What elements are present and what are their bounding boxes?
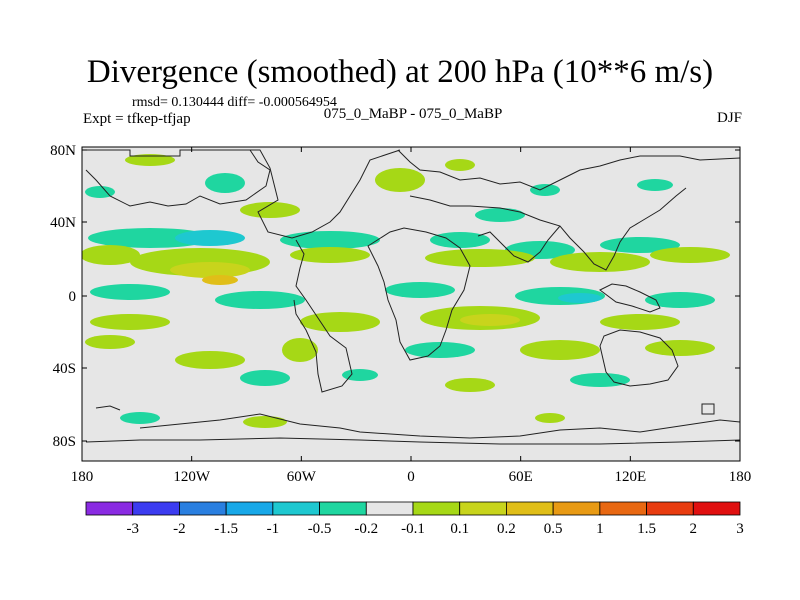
stats-text: rmsd= 0.130444 diff= -0.000564954 [132,95,337,110]
colorbar-label: -0.2 [354,521,378,537]
lon-label: 60E [509,469,533,485]
lat-label: 80N [50,143,76,159]
lon-label: 120W [173,469,211,485]
colorbar-label: 0.5 [544,521,563,537]
colorbar-swatch [85,501,134,516]
map-background [82,147,740,461]
colorbar-label: -2 [173,521,186,537]
colorbar-swatch [179,501,227,516]
colorbar-swatch [365,501,414,516]
colorbar-label: 3 [736,521,744,537]
lat-label: 40S [53,361,76,377]
lon-label: 0 [407,469,415,485]
latitude-axis: 80N 40N 0 40S 80S [50,143,740,450]
colorbar: -3 -2 -1.5 -1 -0.5 -0.2 -0.1 0.1 0.2 0.5 1 1.5 2 3 [85,501,744,537]
colorbar-label: -1.5 [214,521,238,537]
colorbar-swatch [412,501,461,516]
colorbar-label: -0.1 [401,521,425,537]
longitude-axis: 180 120W 60W 0 60E 120E 180 [71,147,752,485]
lat-label: 80S [53,434,76,450]
lon-label: 180 [71,469,94,485]
lon-label: 180 [729,469,752,485]
lon-label: 60W [287,469,317,485]
colorbar-label: 1.5 [637,521,656,537]
lon-label: 120E [614,469,646,485]
lat-label: 0 [69,289,77,305]
colorbar-label: -0.5 [308,521,332,537]
colorbar-swatch [506,501,554,516]
plot-title: Divergence (smoothed) at 200 hPa (10**6 … [86,54,714,90]
colorbar-swatch [459,501,507,516]
colorbar-label: -3 [126,521,139,537]
lat-label: 40N [50,215,76,231]
colorbar-label: 0.2 [497,521,516,537]
coastlines [85,149,740,445]
colorbar-label: 0.1 [450,521,469,537]
season-label: DJF [716,110,742,126]
colorbar-swatch [132,501,180,516]
experiment-label: Expt = tfkep-tfjap [83,111,191,127]
colorbar-swatch [319,501,367,516]
colorbar-swatch [646,501,694,516]
colorbar-label: 1 [596,521,604,537]
colorbar-swatch [599,501,647,516]
colorbar-label: -1 [267,521,280,537]
colorbar-swatch [225,501,274,516]
divergence-field [82,154,730,428]
colorbar-label: 2 [690,521,698,537]
comparison-label: 075_0_MaBP - 075_0_MaBP [323,106,503,122]
colorbar-swatch [552,501,601,516]
colorbar-swatch [692,501,741,516]
colorbar-swatch [272,501,320,516]
